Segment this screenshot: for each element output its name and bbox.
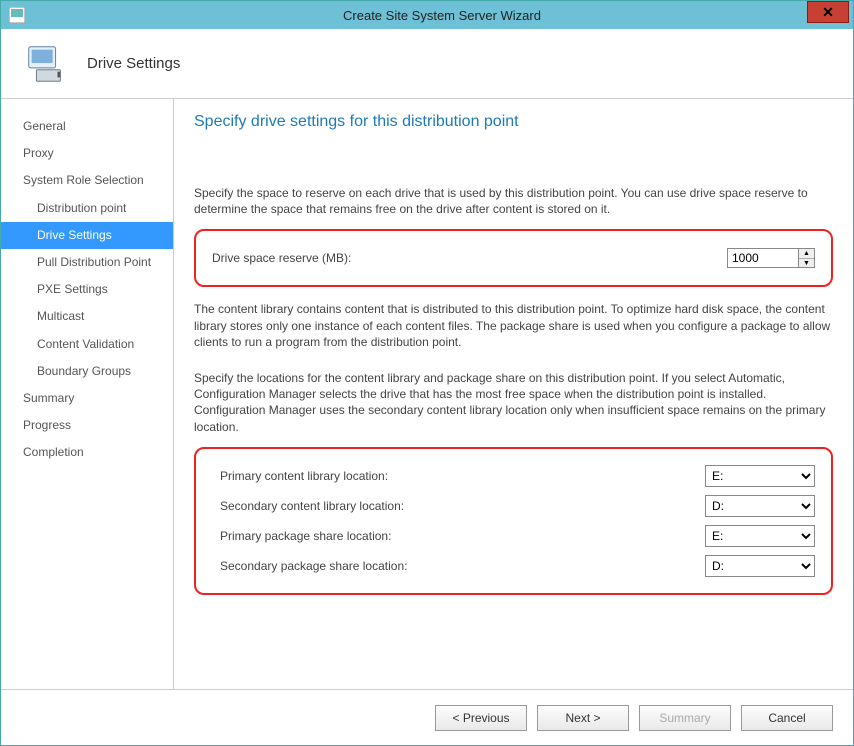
reserve-input[interactable] [727, 248, 799, 268]
nav-item-general[interactable]: General [1, 113, 173, 140]
window-title: Create Site System Server Wizard [31, 8, 853, 23]
spin-down-icon[interactable]: ▼ [799, 259, 814, 268]
summary-button[interactable]: Summary [639, 705, 731, 731]
primary-share-select[interactable]: AutomaticC:D:E: [705, 525, 815, 547]
nav-item-pxe-settings[interactable]: PXE Settings [1, 276, 173, 303]
nav-item-content-validation[interactable]: Content Validation [1, 331, 173, 358]
locations-highlight-box: Primary content library location: Automa… [194, 447, 833, 595]
spin-up-icon[interactable]: ▲ [799, 249, 814, 259]
wizard-header: Drive Settings [1, 29, 853, 99]
page-heading: Specify drive settings for this distribu… [194, 113, 833, 131]
nav-sidebar: GeneralProxySystem Role SelectionDistrib… [1, 99, 174, 689]
next-button[interactable]: Next > [537, 705, 629, 731]
paragraph-locations: Specify the locations for the content li… [194, 370, 833, 435]
nav-item-pull-distribution-point[interactable]: Pull Distribution Point [1, 249, 173, 276]
nav-item-completion[interactable]: Completion [1, 439, 173, 466]
cancel-button[interactable]: Cancel [741, 705, 833, 731]
primary-lib-select[interactable]: AutomaticC:D:E: [705, 465, 815, 487]
primary-lib-label: Primary content library location: [212, 469, 705, 483]
secondary-share-select[interactable]: AutomaticC:D:E: [705, 555, 815, 577]
reserve-label: Drive space reserve (MB): [212, 251, 727, 265]
nav-item-drive-settings[interactable]: Drive Settings [1, 222, 173, 249]
secondary-lib-select[interactable]: AutomaticC:D:E: [705, 495, 815, 517]
nav-item-summary[interactable]: Summary [1, 385, 173, 412]
secondary-share-label: Secondary package share location: [212, 559, 705, 573]
nav-item-boundary-groups[interactable]: Boundary Groups [1, 358, 173, 385]
previous-button[interactable]: < Previous [435, 705, 527, 731]
page-title: Drive Settings [87, 55, 180, 72]
primary-share-label: Primary package share location: [212, 529, 705, 543]
content-area: Specify drive settings for this distribu… [174, 99, 853, 689]
titlebar: Create Site System Server Wizard ✕ [1, 1, 853, 29]
nav-item-proxy[interactable]: Proxy [1, 140, 173, 167]
computer-icon [23, 41, 69, 87]
reserve-spinner[interactable]: ▲ ▼ [799, 248, 815, 268]
nav-item-system-role-selection[interactable]: System Role Selection [1, 167, 173, 194]
nav-item-progress[interactable]: Progress [1, 412, 173, 439]
app-icon [9, 7, 25, 23]
secondary-lib-label: Secondary content library location: [212, 499, 705, 513]
paragraph-content-library: The content library contains content tha… [194, 301, 833, 350]
nav-item-multicast[interactable]: Multicast [1, 303, 173, 330]
wizard-footer: < Previous Next > Summary Cancel [1, 689, 853, 745]
close-button[interactable]: ✕ [807, 1, 849, 23]
paragraph-reserve-intro: Specify the space to reserve on each dri… [194, 185, 833, 217]
reserve-highlight-box: Drive space reserve (MB): ▲ ▼ [194, 229, 833, 287]
nav-item-distribution-point[interactable]: Distribution point [1, 195, 173, 222]
